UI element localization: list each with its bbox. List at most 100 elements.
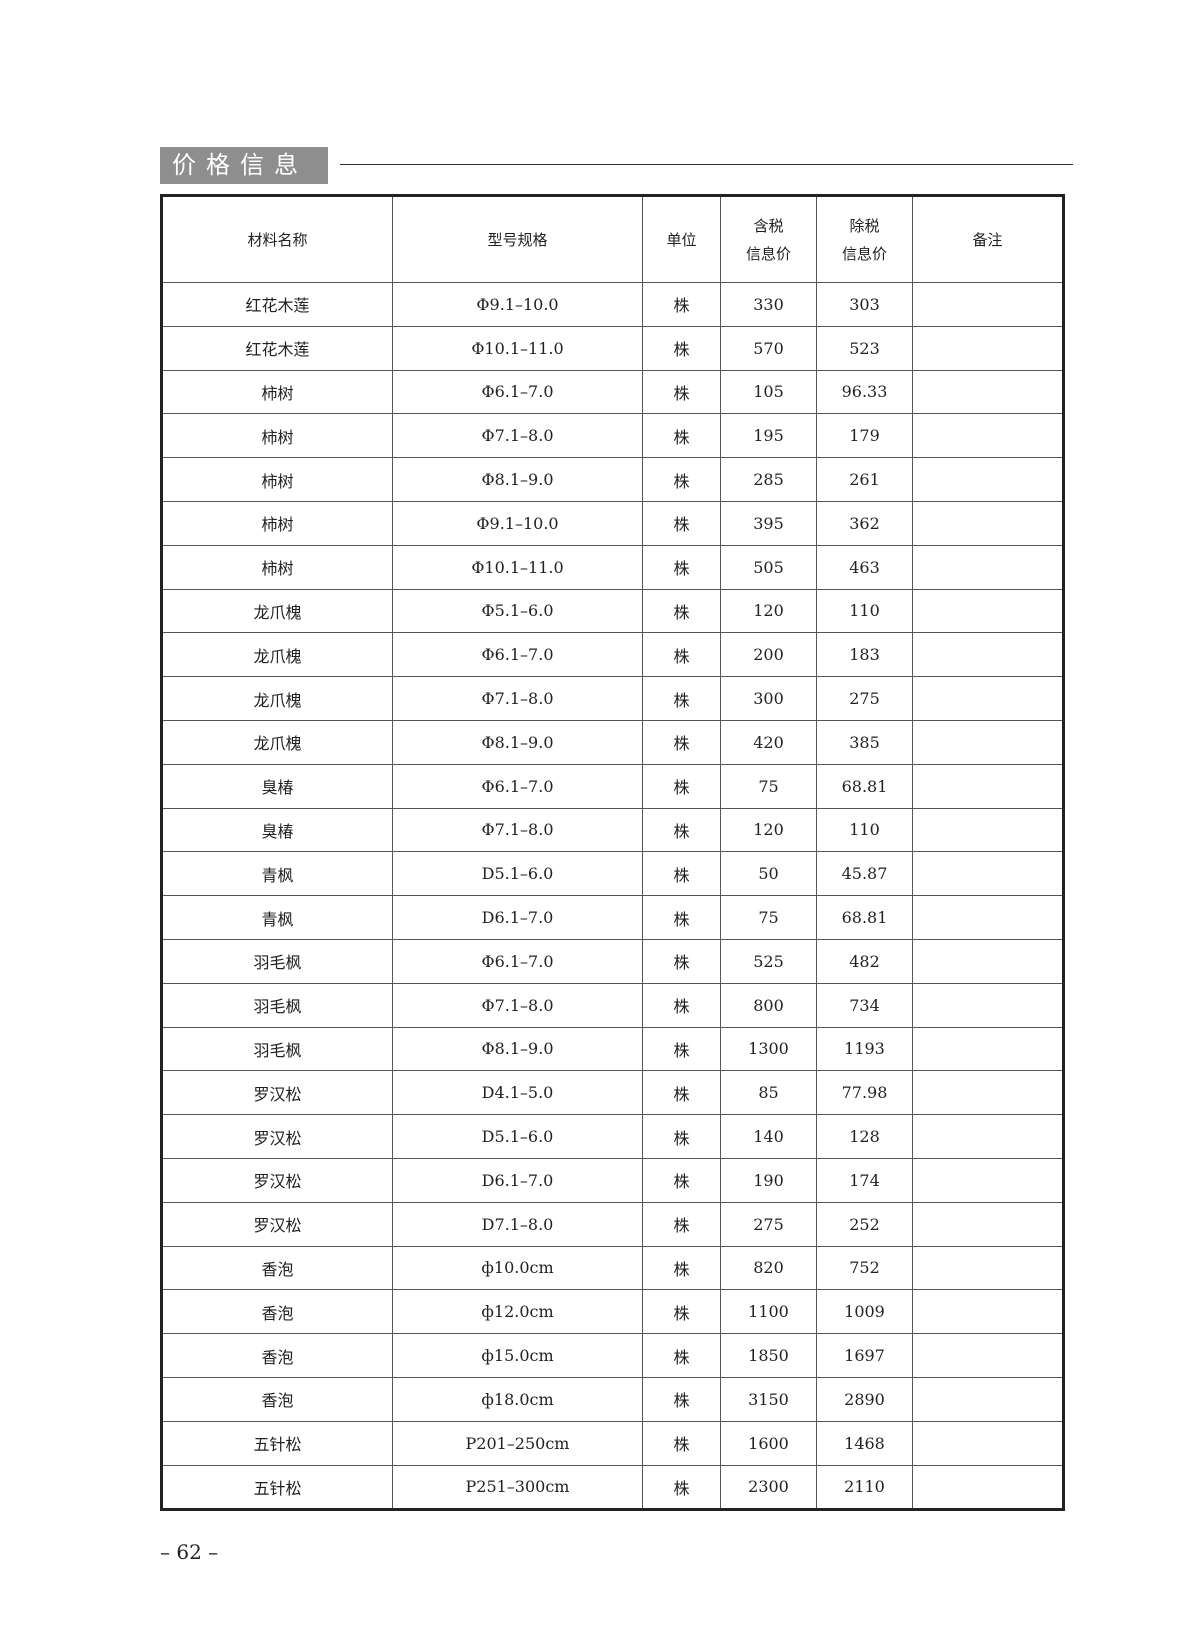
cell-material-name: 青枫 <box>161 895 393 940</box>
cell-unit: 株 <box>642 895 721 940</box>
cell-remarks <box>912 500 1064 546</box>
table-row: 龙爪槐 Φ7.1–8.0 株 300 275 <box>161 676 1064 721</box>
cell-remarks <box>912 588 1064 634</box>
header-remarks: 备注 <box>912 195 1064 283</box>
cell-unit: 株 <box>642 1376 721 1422</box>
cell-tax-included-price: 75 <box>720 763 817 809</box>
cell-spec: D5.1–6.0 <box>392 851 643 897</box>
cell-spec: D7.1–8.0 <box>392 1201 643 1247</box>
cell-spec: ф10.0cm <box>392 1245 643 1291</box>
cell-material-name: 青枫 <box>161 851 393 897</box>
cell-tax-included-price: 570 <box>720 325 817 371</box>
cell-tax-excluded-price: 1193 <box>816 1026 913 1072</box>
cell-spec: Φ10.1–11.0 <box>392 325 643 371</box>
cell-spec: Φ7.1–8.0 <box>392 676 643 721</box>
cell-tax-excluded-price: 275 <box>816 676 913 721</box>
cell-spec: D5.1–6.0 <box>392 1114 643 1159</box>
table-row: 臭椿 Φ7.1–8.0 株 120 110 <box>161 807 1064 853</box>
cell-unit: 株 <box>642 1420 721 1466</box>
cell-tax-included-price: 395 <box>720 500 817 546</box>
cell-material-name: 龙爪槐 <box>161 719 393 765</box>
table-row: 香泡 ф10.0cm 株 820 752 <box>161 1245 1064 1291</box>
table-row: 臭椿 Φ6.1–7.0 株 75 68.81 <box>161 763 1064 809</box>
cell-remarks <box>912 413 1064 459</box>
table-row: 五针松 P201–250cm 株 1600 1468 <box>161 1420 1064 1466</box>
cell-tax-excluded-price: 1697 <box>816 1333 913 1378</box>
cell-remarks <box>912 719 1064 765</box>
table-row: 香泡 ф12.0cm 株 1100 1009 <box>161 1289 1064 1335</box>
cell-remarks <box>912 763 1064 809</box>
cell-spec: Φ10.1–11.0 <box>392 544 643 590</box>
cell-material-name: 柿树 <box>161 457 393 502</box>
cell-spec: D4.1–5.0 <box>392 1070 643 1116</box>
cell-unit: 株 <box>642 938 721 984</box>
cell-unit: 株 <box>642 1070 721 1116</box>
cell-unit: 株 <box>642 1114 721 1159</box>
cell-material-name: 柿树 <box>161 544 393 590</box>
table-row: 羽毛枫 Φ7.1–8.0 株 800 734 <box>161 982 1064 1028</box>
cell-remarks <box>912 938 1064 984</box>
cell-tax-excluded-price: 385 <box>816 719 913 765</box>
cell-unit: 株 <box>642 282 721 327</box>
cell-material-name: 臭椿 <box>161 807 393 853</box>
cell-remarks <box>912 982 1064 1028</box>
cell-spec: ф18.0cm <box>392 1376 643 1422</box>
table-row: 香泡 ф18.0cm 株 3150 2890 <box>161 1376 1064 1422</box>
cell-remarks <box>912 1464 1064 1511</box>
cell-spec: P201–250cm <box>392 1420 643 1466</box>
cell-tax-excluded-price: 128 <box>816 1114 913 1159</box>
table-row: 青枫 D5.1–6.0 株 50 45.87 <box>161 851 1064 897</box>
cell-tax-included-price: 195 <box>720 413 817 459</box>
header-line: 除税 <box>849 216 880 235</box>
cell-remarks <box>912 851 1064 897</box>
cell-unit: 株 <box>642 676 721 721</box>
cell-material-name: 香泡 <box>161 1289 393 1335</box>
cell-unit: 株 <box>642 982 721 1028</box>
cell-tax-included-price: 330 <box>720 282 817 327</box>
header-line: 信息价 <box>745 244 791 263</box>
table-row: 柿树 Φ10.1–11.0 株 505 463 <box>161 544 1064 590</box>
cell-unit: 株 <box>642 719 721 765</box>
cell-material-name: 柿树 <box>161 500 393 546</box>
cell-remarks <box>912 632 1064 678</box>
cell-remarks <box>912 676 1064 721</box>
cell-tax-excluded-price: 303 <box>816 282 913 327</box>
cell-tax-included-price: 285 <box>720 457 817 502</box>
cell-remarks <box>912 325 1064 371</box>
cell-material-name: 五针松 <box>161 1464 393 1511</box>
cell-tax-included-price: 85 <box>720 1070 817 1116</box>
cell-remarks <box>912 457 1064 502</box>
cell-spec: Φ6.1–7.0 <box>392 938 643 984</box>
cell-tax-included-price: 120 <box>720 588 817 634</box>
cell-remarks <box>912 807 1064 853</box>
cell-spec: Φ7.1–8.0 <box>392 982 643 1028</box>
cell-material-name: 香泡 <box>161 1376 393 1422</box>
cell-remarks <box>912 1333 1064 1378</box>
cell-tax-included-price: 50 <box>720 851 817 897</box>
cell-spec: D6.1–7.0 <box>392 895 643 940</box>
cell-tax-excluded-price: 45.87 <box>816 851 913 897</box>
cell-tax-excluded-price: 362 <box>816 500 913 546</box>
cell-tax-excluded-price: 179 <box>816 413 913 459</box>
cell-tax-excluded-price: 77.98 <box>816 1070 913 1116</box>
cell-tax-excluded-price: 463 <box>816 544 913 590</box>
cell-tax-excluded-price: 261 <box>816 457 913 502</box>
cell-tax-excluded-price: 734 <box>816 982 913 1028</box>
header-tax-excluded-price: 除税 信息价 <box>816 195 913 283</box>
cell-tax-excluded-price: 183 <box>816 632 913 678</box>
cell-unit: 株 <box>642 1157 721 1203</box>
cell-material-name: 香泡 <box>161 1245 393 1291</box>
table-row: 香泡 ф15.0cm 株 1850 1697 <box>161 1333 1064 1378</box>
cell-spec: Φ5.1–6.0 <box>392 588 643 634</box>
cell-unit: 株 <box>642 763 721 809</box>
cell-tax-excluded-price: 1468 <box>816 1420 913 1466</box>
cell-unit: 株 <box>642 500 721 546</box>
cell-tax-included-price: 120 <box>720 807 817 853</box>
cell-spec: Φ8.1–9.0 <box>392 1026 643 1072</box>
cell-tax-excluded-price: 523 <box>816 325 913 371</box>
table-row: 五针松 P251–300cm 株 2300 2110 <box>161 1464 1064 1511</box>
cell-spec: Φ7.1–8.0 <box>392 413 643 459</box>
cell-material-name: 红花木莲 <box>161 325 393 371</box>
cell-tax-excluded-price: 252 <box>816 1201 913 1247</box>
cell-unit: 株 <box>642 325 721 371</box>
